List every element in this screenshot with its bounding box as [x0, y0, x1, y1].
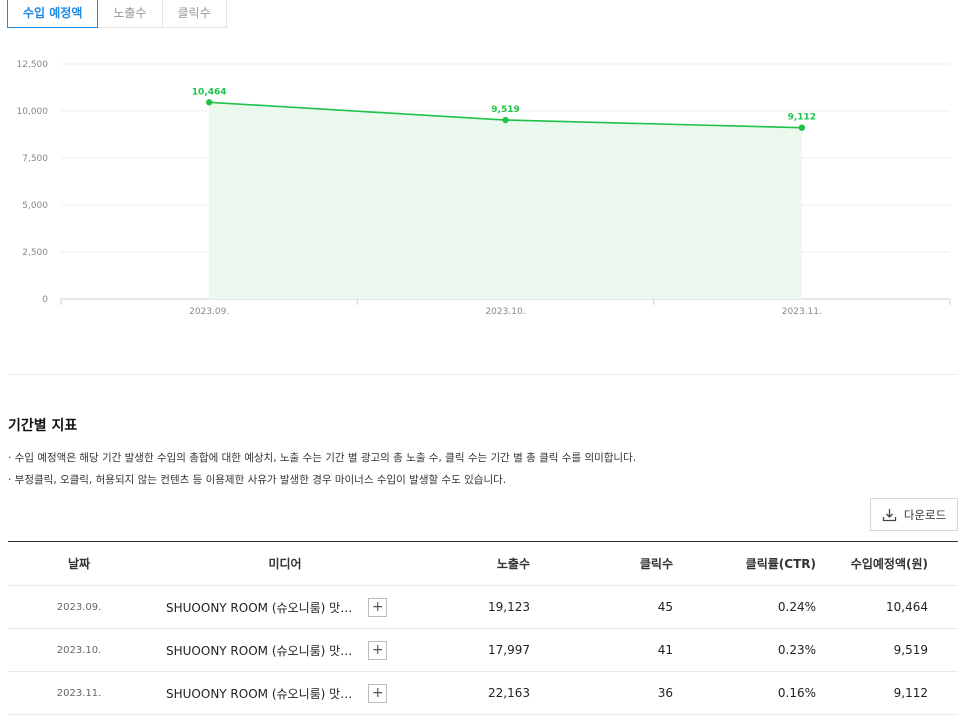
expand-button[interactable]: + [368, 640, 388, 660]
header-revenue[interactable]: 수입예정액(원) [850, 557, 928, 571]
header-clicks[interactable]: 클릭수 [639, 557, 673, 571]
download-label: 다운로드 [903, 507, 947, 522]
tab-impressions[interactable]: 노출수 [97, 0, 163, 28]
y-tick-label: 10,000 [17, 107, 49, 117]
cell-impressions: 19,123 [488, 600, 530, 614]
y-tick-label: 5,000 [22, 201, 48, 211]
y-tick-label: 7,500 [22, 154, 48, 164]
data-label: 10,464 [192, 87, 227, 97]
revenue-chart: 12,500 10,000 7,500 5,000 2,500 0 10,464 9,519 9… [17, 60, 951, 317]
x-tick-label: 2023.09. [189, 307, 229, 317]
tab-clicks[interactable]: 클릭수 [161, 0, 227, 28]
cell-media: SHUOONY ROOM (슈오니룸) 맛… + [150, 683, 420, 703]
note-negative-revenue: · 부정클릭, 오클릭, 허용되지 않는 컨텐츠 등 이용제한 사유가 발생한 … [8, 474, 507, 486]
chart-tabs: 수입 예정액 노출수 클릭수 [7, 0, 227, 29]
cell-date: 2023.09. [56, 601, 102, 613]
section-divider [8, 374, 958, 375]
y-tick-label: 2,500 [22, 248, 48, 258]
header-impressions[interactable]: 노출수 [496, 557, 530, 571]
data-label: 9,519 [491, 105, 519, 115]
table-header-row: 날짜 미디어 노출수 클릭수 클릭률(CTR) 수입예정액(원) [8, 542, 958, 586]
media-name: SHUOONY ROOM (슈오니룸) 맛… [166, 643, 353, 658]
header-date[interactable]: 날짜 [67, 557, 91, 571]
cell-revenue: 9,519 [893, 643, 928, 657]
cell-clicks: 36 [657, 686, 673, 700]
media-name: SHUOONY ROOM (슈오니룸) 맛… [166, 686, 353, 701]
cell-media: SHUOONY ROOM (슈오니룸) 맛… + [150, 597, 420, 617]
data-point [502, 116, 509, 124]
cell-ctr: 0.23% [777, 643, 816, 657]
series-area [209, 102, 802, 299]
header-media[interactable]: 미디어 [268, 557, 302, 571]
section-title: 기간별 지표 [8, 418, 78, 434]
note-revenue-definition: · 수입 예정액은 해당 기간 발생한 수입의 총합에 대한 예상치, 노출 수… [8, 452, 637, 464]
tab-revenue[interactable]: 수입 예정액 [7, 0, 99, 28]
data-point [205, 99, 213, 106]
cell-clicks: 45 [657, 600, 673, 614]
cell-impressions: 17,997 [488, 643, 530, 657]
cell-ctr: 0.24% [777, 600, 816, 614]
cell-media: SHUOONY ROOM (슈오니룸) 맛… + [150, 640, 420, 660]
cell-impressions: 22,163 [488, 686, 530, 700]
expand-button[interactable]: + [368, 597, 388, 617]
table-row: 2023.10. SHUOONY ROOM (슈오니룸) 맛… + 17,997… [8, 629, 958, 672]
x-tick-label: 2023.11. [782, 307, 822, 317]
header-ctr[interactable]: 클릭률(CTR) [745, 557, 816, 571]
download-button[interactable]: 다운로드 [870, 498, 958, 531]
table-row: 2023.11. SHUOONY ROOM (슈오니룸) 맛… + 22,163… [8, 672, 958, 715]
data-point [798, 124, 806, 131]
cell-date: 2023.10. [56, 644, 102, 656]
media-name: SHUOONY ROOM (슈오니룸) 맛… [166, 600, 353, 615]
cell-clicks: 41 [657, 643, 673, 657]
cell-revenue: 10,464 [886, 600, 928, 614]
data-label: 9,112 [788, 113, 816, 123]
table-row: 2023.09. SHUOONY ROOM (슈오니룸) 맛… + 19,123… [8, 586, 958, 629]
cell-ctr: 0.16% [777, 686, 816, 700]
expand-button[interactable]: + [368, 683, 388, 703]
y-tick-label: 12,500 [17, 60, 49, 70]
y-tick-label: 0 [42, 295, 48, 305]
cell-revenue: 9,112 [893, 686, 928, 700]
download-icon [882, 508, 896, 521]
cell-date: 2023.11. [56, 687, 102, 699]
x-tick-label: 2023.10. [485, 307, 525, 317]
period-metrics-table: 날짜 미디어 노출수 클릭수 클릭률(CTR) 수입예정액(원) 2023.09… [8, 541, 958, 715]
